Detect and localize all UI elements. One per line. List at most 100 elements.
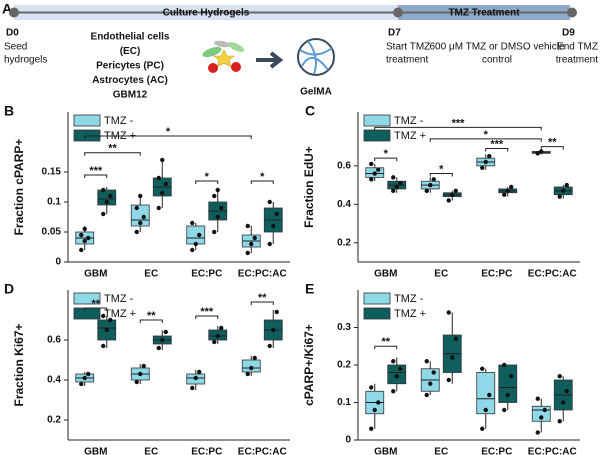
treatment-note: 600 μM TMZ or DMSO vehicle: [429, 42, 564, 53]
legend-swatch: [73, 114, 101, 127]
data-point: [398, 366, 403, 371]
y-tick-label: 0.4: [337, 199, 351, 210]
data-point: [505, 188, 510, 194]
phase-label: Culture Hydrogels: [163, 8, 250, 19]
box: [476, 372, 496, 415]
box: [97, 189, 117, 206]
significance-label: *: [439, 163, 444, 175]
day-note: Seed: [4, 42, 27, 53]
data-point: [391, 175, 396, 180]
significance-label: **: [548, 137, 557, 149]
cell-type: Endothelial cells: [91, 32, 170, 43]
x-tick-label: EC:PC:AC: [238, 269, 287, 280]
data-point: [487, 154, 492, 159]
y-tick-label: 0.4: [47, 375, 61, 386]
y-tick-label: 0.6: [47, 335, 61, 346]
legend-swatch: [363, 307, 391, 320]
data-point: [480, 366, 485, 371]
x-tick-label: GBM: [374, 447, 397, 455]
data-point: [487, 392, 492, 398]
data-point: [156, 205, 161, 211]
legend-label: TMZ +: [394, 130, 426, 142]
data-point: [480, 165, 485, 170]
x-tick-label: EC:PC:AC: [238, 447, 287, 455]
x-tick-label: EC:PC: [191, 269, 222, 280]
data-point: [509, 374, 514, 379]
data-point: [197, 369, 202, 375]
panel-label: E: [305, 281, 314, 297]
hydrogel-label: GelMA: [300, 87, 332, 98]
x-tick-label: EC:PC:AC: [528, 269, 577, 280]
data-point: [431, 370, 436, 375]
legend-swatch: [363, 114, 391, 127]
significance-label: ***: [490, 138, 504, 150]
data-point: [141, 363, 146, 369]
cell-type: Pericytes (PC): [96, 61, 164, 72]
data-point: [394, 184, 399, 190]
cell-type: (EC): [120, 46, 141, 57]
day-label: D0: [6, 28, 19, 39]
significance-bracket: [84, 135, 252, 139]
data-point: [539, 149, 544, 154]
timepoint: [393, 7, 403, 18]
arrow: [256, 51, 284, 69]
significance-label: ***: [89, 165, 103, 177]
data-point: [274, 211, 279, 217]
panel-label: A: [2, 1, 12, 17]
significance-label: **: [91, 298, 100, 310]
data-point: [450, 192, 455, 197]
legend-label: TMZ +: [394, 308, 426, 320]
day-note: End TMZ: [557, 42, 598, 53]
data-point: [249, 365, 254, 371]
data-point: [193, 241, 198, 247]
data-point: [453, 336, 458, 341]
x-tick-label: EC:PC: [191, 447, 222, 455]
data-point: [502, 192, 507, 197]
y-axis-label: Fraction Ki67+: [12, 323, 26, 406]
data-point: [86, 371, 91, 377]
significance-bracket: [195, 180, 219, 184]
data-point: [372, 171, 377, 176]
y-tick-label: 0.2: [47, 415, 61, 426]
data-point: [502, 362, 507, 368]
significance-label: *: [260, 171, 265, 183]
data-point: [446, 198, 451, 203]
day-note: treatment: [556, 55, 598, 66]
data-point: [480, 426, 485, 431]
y-tick-label: 0: [345, 435, 351, 446]
data-point: [271, 327, 276, 333]
data-point: [156, 175, 161, 181]
y-tick-label: 0.1: [47, 197, 61, 208]
cell-illustration: [202, 40, 245, 73]
x-tick-label: EC:PC: [481, 447, 512, 455]
x-tick-label: GBM: [84, 269, 107, 280]
data-point: [564, 182, 569, 188]
data-point: [369, 385, 374, 390]
data-point: [101, 343, 106, 349]
data-point: [190, 385, 195, 391]
data-point: [369, 177, 374, 182]
x-tick-label: EC: [434, 447, 448, 455]
significance-bracket: [374, 126, 542, 131]
data-point: [394, 374, 399, 379]
data-point: [138, 193, 143, 199]
day-note: hydrogels: [4, 55, 47, 66]
day-label: D9: [562, 28, 575, 39]
data-point: [453, 188, 458, 194]
data-point: [428, 182, 433, 188]
box: [186, 225, 206, 245]
data-point: [104, 327, 109, 333]
data-point: [86, 235, 91, 241]
data-point: [267, 343, 272, 349]
data-point: [446, 377, 451, 383]
significance-bracket: [84, 307, 108, 311]
data-point: [505, 392, 510, 398]
x-tick-label: EC: [434, 269, 448, 280]
legend-label: TMZ -: [394, 293, 424, 305]
cell-list: Endothelial cells (EC) Pericytes (PC) Astro…: [91, 32, 170, 101]
day-note: Start TMZ: [386, 42, 430, 53]
data-point: [101, 313, 106, 319]
y-tick-label: 0.2: [337, 360, 351, 371]
data-point: [215, 214, 220, 220]
legend-label: TMZ +: [104, 308, 136, 320]
